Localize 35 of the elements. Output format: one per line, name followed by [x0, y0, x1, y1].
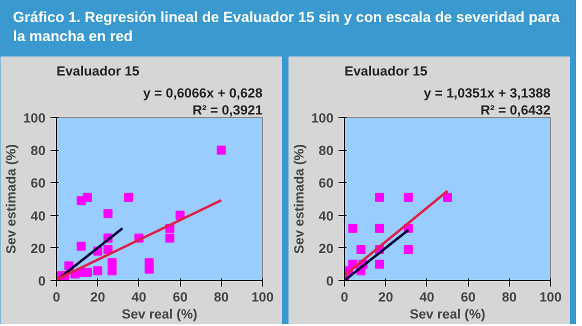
y-tick-label: 80	[30, 143, 46, 158]
y-tick-label: 40	[30, 208, 46, 224]
y-tick-label: 60	[30, 176, 46, 191]
y-tick-label: 100	[311, 110, 334, 126]
x-tick-label: 40	[131, 290, 146, 304]
y-tick-label: 40	[318, 208, 334, 224]
x-tick-label: 80	[502, 290, 517, 304]
x-tick-label: 20	[378, 290, 394, 304]
text: R² = 0,3921	[192, 102, 264, 118]
chart-title: Gráfico 1. Regresión lineal de Evaluador 15 sin y con escala de severidad para la mancha en red	[13, 9, 561, 48]
text: R² = 0,6432	[480, 102, 551, 118]
x-tick-label: 20	[90, 290, 106, 304]
x-tick-label: 60	[460, 290, 476, 304]
x-tick-label: 0	[340, 290, 348, 304]
y-axis-title: Sev estimada (%)	[3, 144, 18, 254]
x-axis-title: Sev real (%)	[122, 306, 198, 322]
y-tick-label: 0	[38, 274, 46, 288]
y-tick-label: 20	[30, 240, 46, 256]
chart-subtitle: Evaluador 15	[344, 64, 428, 78]
y-tick-label: 20	[318, 240, 334, 256]
text: y = 1,0351x + 3,1388	[424, 86, 551, 100]
y-axis-title: Sev estimada (%)	[291, 144, 306, 254]
x-tick-label: 80	[214, 290, 229, 304]
chart-subtitle: Evaluador 15	[56, 64, 140, 78]
x-tick-label: 100	[251, 290, 274, 304]
x-tick-label: 40	[419, 290, 434, 304]
y-tick-label: 100	[23, 110, 46, 126]
x-tick-label: 60	[172, 290, 188, 304]
text: y = 0,6066x + 0,628	[143, 86, 263, 100]
x-tick-label: 100	[539, 290, 562, 304]
x-tick-label: 0	[52, 290, 60, 304]
y-tick-label: 60	[318, 176, 334, 191]
y-tick-label: 0	[326, 274, 334, 288]
x-axis-title: Sev real (%)	[410, 306, 486, 322]
y-tick-label: 80	[318, 143, 334, 158]
